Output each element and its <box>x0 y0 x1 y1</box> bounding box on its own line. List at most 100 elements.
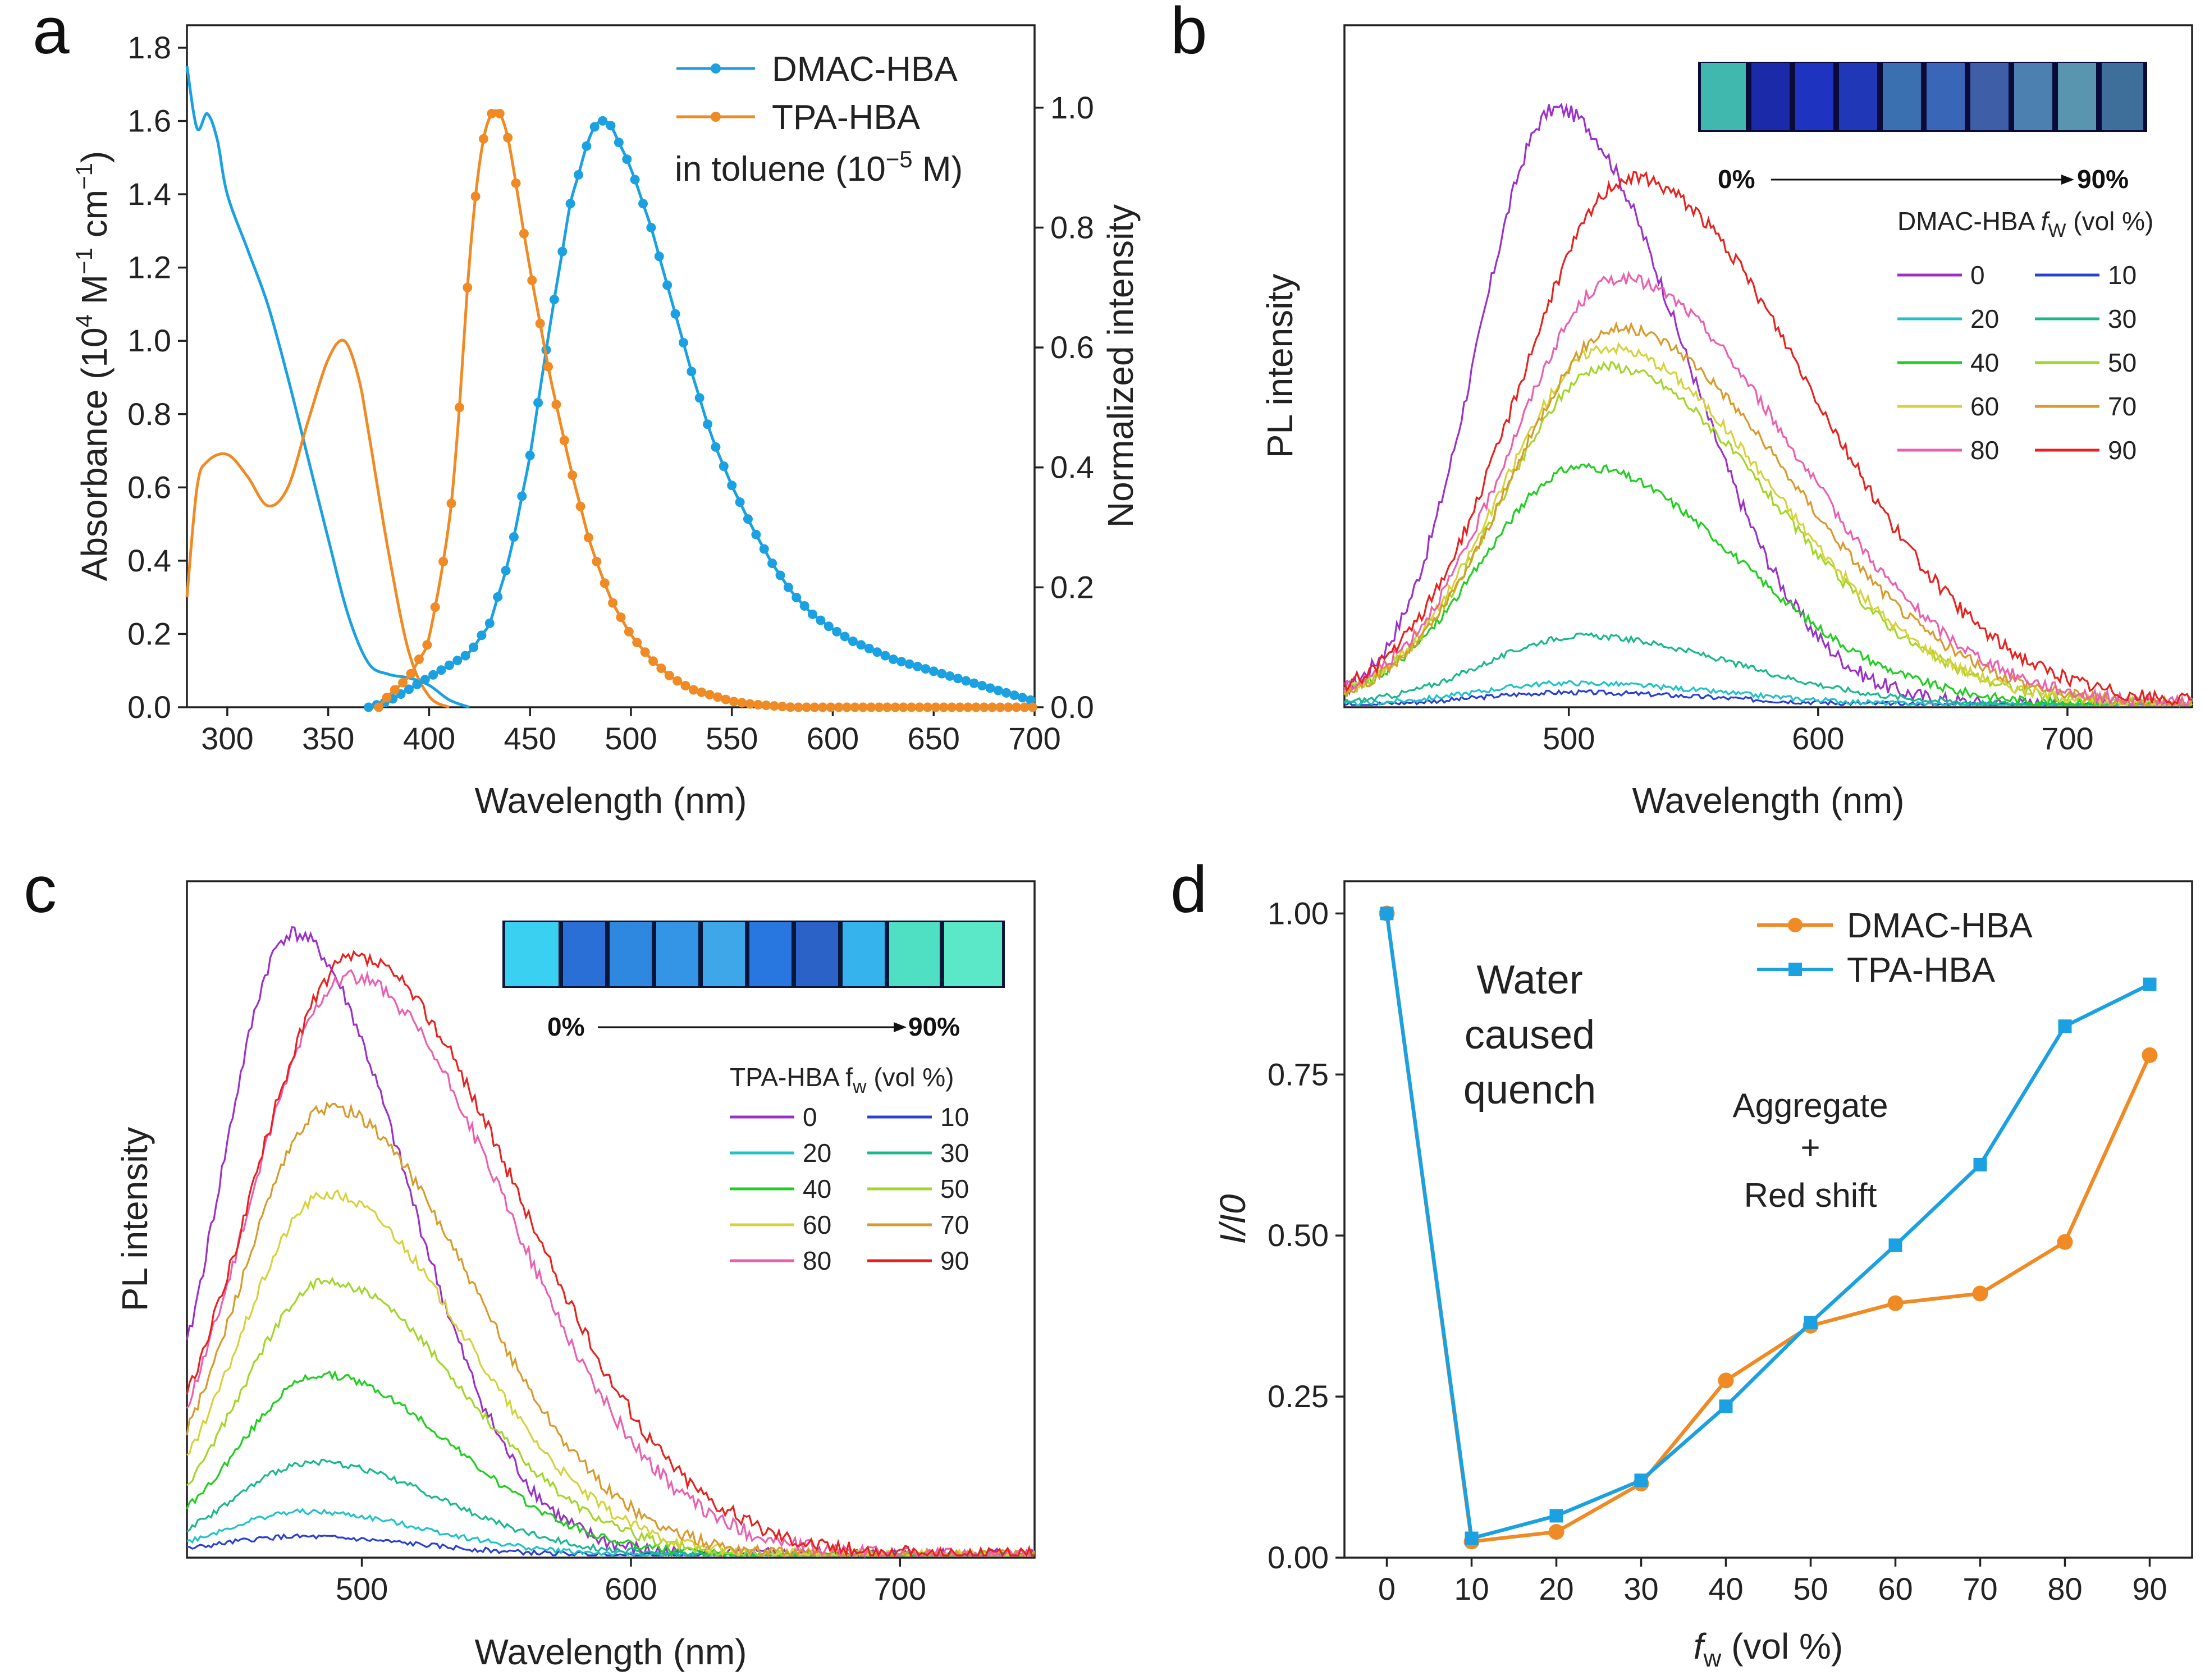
series-point-2 <box>824 621 834 631</box>
series-point-2 <box>549 295 559 305</box>
series-point-2 <box>896 657 907 667</box>
x-tick-label: 0 <box>1378 1571 1396 1606</box>
series-point-3 <box>866 702 876 712</box>
series-point-3 <box>850 702 860 712</box>
pl-series-60 <box>1343 341 2193 707</box>
x-tick-label: 90 <box>2132 1571 2167 1606</box>
series-point-2 <box>622 154 632 164</box>
vial-90 <box>2102 63 2143 130</box>
series-point-2 <box>1001 688 1012 698</box>
series-point-3 <box>947 702 957 712</box>
series-point-2 <box>880 651 890 661</box>
legend-label-tpa: TPA-HBA <box>772 98 921 137</box>
y-tick-label-left: 0.6 <box>127 469 171 505</box>
series-point-3 <box>583 533 593 543</box>
panel-c-letter: c <box>24 853 57 927</box>
legend-label-20: 20 <box>803 1138 831 1168</box>
panel-a-plot-frame <box>186 24 1036 708</box>
vial-10 <box>563 922 605 986</box>
series-point-3 <box>979 702 989 712</box>
panel-a-x-ticks: 300 350 400 450 500 550 600 650 700 <box>201 707 1061 756</box>
x-tick-label: 30 <box>1623 1571 1658 1606</box>
series-point-2 <box>509 532 519 542</box>
vial-90 <box>944 922 1002 986</box>
y-tick-label: 0.50 <box>1268 1217 1329 1253</box>
legend-label-40: 40 <box>1970 348 1999 377</box>
series-point-3 <box>858 702 868 712</box>
x-tick-label: 500 <box>1543 721 1595 756</box>
legend-label-80: 80 <box>1970 436 1999 465</box>
series-point-3 <box>826 702 836 712</box>
series-point-2 <box>589 122 600 132</box>
series-point-3 <box>487 109 497 118</box>
panel-b-series <box>1343 102 2193 708</box>
pl-series-50 <box>1344 360 2193 707</box>
y-tick-label-left: 1.4 <box>127 176 171 212</box>
legend-label-60: 60 <box>1970 392 1999 421</box>
series-line-1 <box>1385 913 2151 1541</box>
series-point-3 <box>890 702 900 712</box>
panel-c-x-axis-title: Wavelength (nm) <box>475 1632 747 1672</box>
y-tick-label-right: 0.2 <box>1050 569 1094 605</box>
series-point-2 <box>775 570 785 580</box>
series-point-2 <box>428 670 438 680</box>
series-point-2 <box>1017 693 1027 703</box>
y-tick-label-right: 0.4 <box>1050 450 1094 485</box>
y-tick-label-right: 0.6 <box>1050 329 1094 365</box>
annotation-water: Water <box>1476 958 1582 1002</box>
series-point-2 <box>678 338 688 348</box>
series-point-2 <box>703 419 713 429</box>
vial-0 <box>505 922 559 986</box>
y-tick-label-left: 1.0 <box>127 323 171 358</box>
series-point-2 <box>565 199 575 209</box>
series-point-2 <box>646 222 656 232</box>
data-point-1 <box>1380 907 1394 921</box>
series-point-3 <box>842 702 852 712</box>
vial-70 <box>843 922 885 986</box>
legend-label-90: 90 <box>940 1246 969 1275</box>
series-point-3 <box>414 654 424 665</box>
series-point-3 <box>713 692 723 702</box>
vial-0 <box>1701 63 1746 130</box>
series-point-3 <box>987 702 997 712</box>
series-point-3 <box>519 228 529 239</box>
data-point-1 <box>1804 1316 1818 1330</box>
series-point-3 <box>463 282 473 292</box>
series-point-2 <box>687 367 697 377</box>
series-point-2 <box>912 661 922 671</box>
series-point-3 <box>648 656 658 666</box>
data-point-1 <box>1973 1157 1987 1171</box>
series-point-3 <box>398 678 408 688</box>
panel-d-legend: DMAC-HBA TPA-HBA <box>1757 907 2033 990</box>
panel-b-plot-frame <box>1343 24 2193 708</box>
x-tick-label: 40 <box>1708 1571 1743 1606</box>
panel-c-inset-arrowhead <box>894 1022 907 1032</box>
series-point-2 <box>404 684 414 694</box>
legend-label-40: 40 <box>803 1174 831 1203</box>
panel-d-y-axis-title: I/I0 <box>1213 1194 1253 1244</box>
data-point-1 <box>1888 1238 1902 1252</box>
series-point-2 <box>977 681 987 691</box>
data-point-0 <box>1887 1295 1904 1311</box>
panel-c-inset-end-label: 90% <box>908 1012 960 1041</box>
series-point-2 <box>525 450 535 460</box>
vial-70 <box>2014 63 2052 130</box>
panel-a-y-ticks-right: 0.0 0.2 0.4 0.6 0.8 1.0 <box>1035 90 1094 725</box>
annotation-plus: + <box>1800 1129 1820 1166</box>
series-point-3 <box>721 694 731 704</box>
series-point-2 <box>436 665 446 675</box>
panel-a-letter: a <box>33 0 70 68</box>
pl-series-90 <box>186 950 1035 1559</box>
series-point-2 <box>961 676 971 686</box>
series-line-1 <box>185 338 450 709</box>
series-point-2 <box>945 671 955 681</box>
annotation-aggregate: Aggregate <box>1733 1087 1888 1124</box>
series-point-3 <box>769 701 779 711</box>
vial-50 <box>749 922 792 986</box>
series-point-3 <box>745 699 755 709</box>
series-point-3 <box>697 687 707 697</box>
panel-c-plot-frame <box>186 880 1036 1559</box>
data-point-0 <box>2057 1234 2073 1250</box>
series-point-2 <box>444 660 454 670</box>
series-point-3 <box>785 702 795 712</box>
